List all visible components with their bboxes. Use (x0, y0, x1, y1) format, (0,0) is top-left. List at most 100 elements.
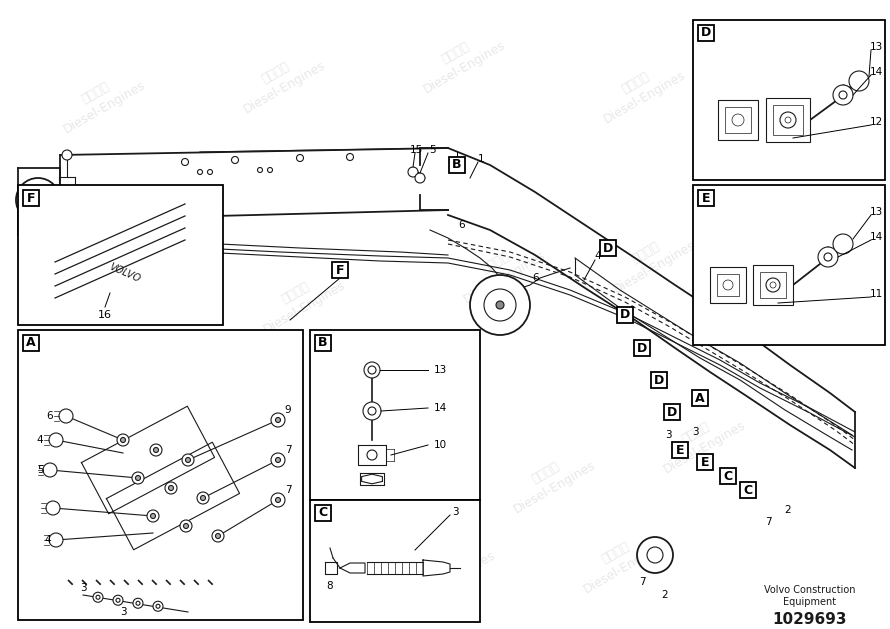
Text: D: D (619, 308, 630, 321)
Circle shape (117, 434, 129, 446)
Text: D: D (637, 342, 647, 355)
Circle shape (496, 301, 504, 309)
Bar (315, 335, 331, 351)
Circle shape (29, 191, 47, 209)
Bar (740, 482, 756, 498)
Circle shape (182, 159, 189, 165)
Text: 4: 4 (44, 535, 52, 545)
Text: C: C (724, 469, 732, 482)
Bar (760, 272, 786, 298)
Text: 13: 13 (870, 207, 883, 217)
Text: 紫发动力
Diesel-Engines: 紫发动力 Diesel-Engines (452, 234, 547, 306)
Text: 紫发动力
Diesel-Engines: 紫发动力 Diesel-Engines (303, 454, 398, 526)
Text: 9: 9 (285, 405, 291, 415)
Bar (315, 505, 331, 521)
Text: Volvo Construction: Volvo Construction (765, 585, 856, 595)
Circle shape (46, 501, 60, 515)
Bar (600, 240, 616, 256)
Bar (23, 190, 39, 206)
Circle shape (770, 282, 776, 288)
Circle shape (833, 234, 853, 254)
Bar (717, 274, 739, 296)
Text: D: D (603, 242, 613, 255)
Circle shape (168, 486, 174, 491)
Text: 3: 3 (119, 607, 126, 617)
Circle shape (780, 112, 796, 128)
Circle shape (276, 457, 280, 462)
Circle shape (200, 496, 206, 501)
Bar (617, 307, 633, 323)
Circle shape (150, 444, 162, 456)
Text: 紫发动力
Diesel-Engines: 紫发动力 Diesel-Engines (652, 404, 748, 476)
Bar (23, 335, 39, 351)
Text: 16: 16 (98, 310, 112, 320)
Bar (693, 20, 885, 180)
Bar (710, 267, 746, 303)
Text: D: D (701, 26, 711, 40)
Text: A: A (695, 391, 705, 404)
Text: 6: 6 (533, 273, 539, 283)
Text: 6: 6 (458, 220, 465, 230)
Circle shape (133, 598, 143, 608)
Bar (698, 25, 714, 41)
Text: 紫发动力
Diesel-Engines: 紫发动力 Diesel-Engines (232, 44, 328, 116)
Bar (672, 442, 688, 458)
Text: 3: 3 (452, 507, 458, 517)
Text: 14: 14 (870, 232, 883, 242)
Circle shape (197, 492, 209, 504)
Circle shape (62, 150, 72, 160)
Text: F: F (27, 191, 36, 204)
Text: 7: 7 (285, 445, 291, 455)
Text: 13: 13 (433, 365, 447, 375)
Text: B: B (319, 337, 328, 350)
Circle shape (215, 533, 221, 538)
Circle shape (180, 520, 192, 532)
Text: 3: 3 (80, 583, 86, 593)
Circle shape (257, 167, 263, 172)
Text: 1: 1 (478, 154, 484, 164)
Circle shape (824, 253, 832, 261)
Text: Equipment: Equipment (783, 597, 837, 607)
Circle shape (136, 601, 140, 605)
Bar (753, 265, 793, 305)
Bar (634, 340, 650, 356)
Text: 10: 10 (433, 440, 447, 450)
Circle shape (16, 178, 60, 222)
Text: 紫发动力
Diesel-Engines: 紫发动力 Diesel-Engines (402, 534, 498, 606)
Circle shape (231, 157, 239, 164)
Circle shape (96, 595, 100, 599)
Circle shape (364, 362, 380, 378)
Circle shape (346, 153, 353, 160)
Bar (18, 330, 303, 620)
Text: 15: 15 (409, 145, 423, 155)
Circle shape (156, 604, 160, 608)
Circle shape (367, 450, 377, 460)
Circle shape (93, 593, 103, 602)
Circle shape (165, 482, 177, 494)
Bar (651, 372, 667, 388)
Circle shape (153, 601, 163, 611)
Text: 7: 7 (639, 577, 645, 587)
Text: 12: 12 (870, 117, 883, 127)
Circle shape (147, 510, 159, 522)
Bar (693, 185, 885, 345)
Text: 6: 6 (46, 411, 53, 421)
Circle shape (150, 513, 156, 518)
Bar (310, 500, 480, 622)
Text: 紫发动力
Diesel-Engines: 紫发动力 Diesel-Engines (572, 524, 668, 596)
Bar (332, 262, 348, 278)
Text: 2: 2 (785, 505, 791, 515)
Text: E: E (700, 455, 709, 469)
Circle shape (276, 418, 280, 423)
Text: A: A (26, 337, 36, 350)
Text: E: E (701, 191, 710, 204)
Circle shape (120, 438, 125, 442)
Text: 4: 4 (595, 251, 602, 261)
Text: 14: 14 (870, 67, 883, 77)
Circle shape (59, 409, 73, 423)
Bar (698, 190, 714, 206)
Text: 紫发动力
Diesel-Engines: 紫发动力 Diesel-Engines (53, 244, 148, 316)
Circle shape (415, 173, 425, 183)
Text: 2: 2 (661, 590, 668, 600)
Text: 3: 3 (692, 427, 699, 437)
